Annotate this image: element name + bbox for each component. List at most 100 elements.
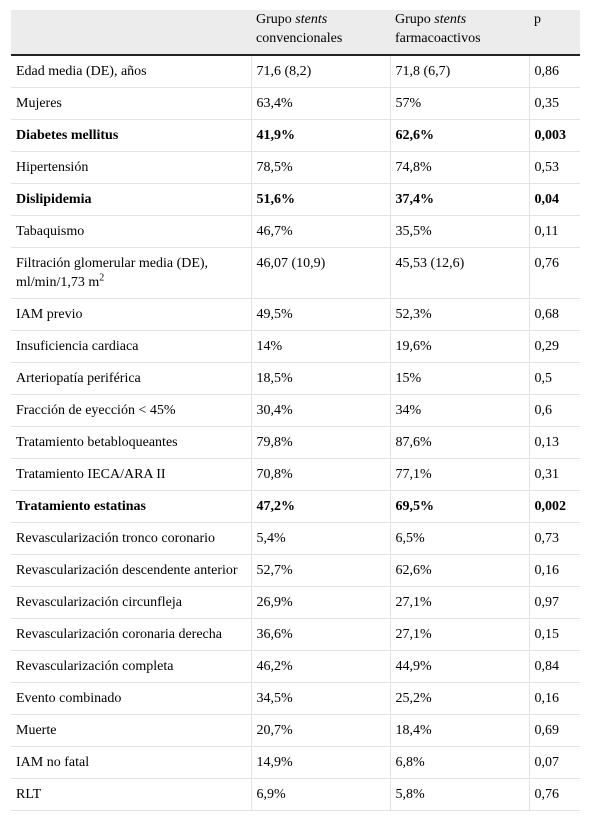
p-value: 0,31: [529, 458, 580, 491]
table-body: Edad media (DE), años 71,6 (8,2) 71,8 (6,7…: [11, 55, 580, 811]
row-label: Tratamiento betabloqueantes: [11, 426, 252, 459]
drug-eluting-value: 74,8%: [390, 151, 530, 184]
drug-eluting-value: 45,53 (12,6): [390, 247, 530, 299]
p-value: 0,04: [529, 183, 580, 216]
row-label: Hipertensión: [11, 151, 252, 184]
table-row: Fracción de eyección < 45% 30,4% 34% 0,6: [11, 394, 580, 427]
drug-eluting-value: 35,5%: [390, 215, 530, 248]
table-row: Insuficiencia cardiaca 14% 19,6% 0,29: [11, 330, 580, 363]
header-conventional-line1: Grupo stents: [256, 12, 328, 27]
p-value: 0,68: [529, 298, 580, 331]
p-value: 0,29: [529, 330, 580, 363]
header-p-value: p: [529, 10, 580, 56]
p-value: 0,6: [529, 394, 580, 427]
row-label: Revascularización tronco coronario: [11, 522, 252, 555]
conventional-value: 14,9%: [251, 746, 391, 779]
table-row: Tratamiento betabloqueantes 79,8% 87,6% 0,1…: [11, 426, 580, 459]
drug-eluting-value: 87,6%: [390, 426, 530, 459]
table-row: Muerte 20,7% 18,4% 0,69: [11, 714, 580, 747]
table-row: Edad media (DE), años 71,6 (8,2) 71,8 (6,7…: [11, 55, 580, 88]
table-header: Grupo stents convencionales Grupo stents…: [11, 10, 580, 56]
conventional-value: 71,6 (8,2): [251, 55, 391, 88]
row-label: Insuficiencia cardiaca: [11, 330, 252, 363]
drug-eluting-value: 52,3%: [390, 298, 530, 331]
row-label: Edad media (DE), años: [11, 55, 252, 88]
p-value: 0,002: [529, 490, 580, 523]
conventional-value: 41,9%: [251, 119, 391, 152]
header-drug-eluting-line2: farmacoactivos: [395, 31, 481, 46]
row-label: Tabaquismo: [11, 215, 252, 248]
conventional-value: 30,4%: [251, 394, 391, 427]
drug-eluting-value: 44,9%: [390, 650, 530, 683]
p-value: 0,84: [529, 650, 580, 683]
table-row: Filtración glomerular media (DE), ml/min…: [11, 247, 580, 299]
conventional-value: 79,8%: [251, 426, 391, 459]
drug-eluting-value: 77,1%: [390, 458, 530, 491]
header-variable: [11, 10, 251, 56]
p-value: 0,13: [529, 426, 580, 459]
table-row: IAM previo 49,5% 52,3% 0,68: [11, 298, 580, 331]
table-row: Mujeres 63,4% 57% 0,35: [11, 87, 580, 120]
table-row: IAM no fatal 14,9% 6,8% 0,07: [11, 746, 580, 779]
header-drug-eluting-line1: Grupo stents: [395, 12, 467, 27]
drug-eluting-value: 6,8%: [390, 746, 530, 779]
row-label: Dislipidemia: [11, 183, 252, 216]
p-value: 0,16: [529, 682, 580, 715]
header-drug-eluting: Grupo stents farmacoactivos: [390, 10, 529, 56]
table-row: Hipertensión 78,5% 74,8% 0,53: [11, 151, 580, 184]
conventional-value: 46,2%: [251, 650, 391, 683]
conventional-value: 70,8%: [251, 458, 391, 491]
table-row: RLT 6,9% 5,8% 0,76: [11, 778, 580, 811]
drug-eluting-value: 6,5%: [390, 522, 530, 555]
conventional-value: 63,4%: [251, 87, 391, 120]
row-label: Revascularización completa: [11, 650, 252, 683]
drug-eluting-value: 57%: [390, 87, 530, 120]
row-label: IAM previo: [11, 298, 252, 331]
table-row: Evento combinado 34,5% 25,2% 0,16: [11, 682, 580, 715]
conventional-value: 46,7%: [251, 215, 391, 248]
table-row: Revascularización tronco coronario 5,4% 6,…: [11, 522, 580, 555]
table-row: Tratamiento IECA/ARA II 70,8% 77,1% 0,31: [11, 458, 580, 491]
row-label: Tratamiento estatinas: [11, 490, 252, 523]
conventional-value: 20,7%: [251, 714, 391, 747]
conventional-value: 5,4%: [251, 522, 391, 555]
conventional-value: 49,5%: [251, 298, 391, 331]
row-label: RLT: [11, 778, 252, 811]
conventional-value: 6,9%: [251, 778, 391, 811]
drug-eluting-value: 5,8%: [390, 778, 530, 811]
row-label: Evento combinado: [11, 682, 252, 715]
drug-eluting-value: 25,2%: [390, 682, 530, 715]
conventional-value: 47,2%: [251, 490, 391, 523]
comparison-table: Grupo stents convencionales Grupo stents…: [11, 10, 580, 811]
table-row: Arteriopatía periférica 18,5% 15% 0,5: [11, 362, 580, 395]
drug-eluting-value: 15%: [390, 362, 530, 395]
conventional-value: 34,5%: [251, 682, 391, 715]
p-value: 0,76: [529, 778, 580, 811]
p-value: 0,53: [529, 151, 580, 184]
conventional-value: 51,6%: [251, 183, 391, 216]
drug-eluting-value: 71,8 (6,7): [390, 55, 530, 88]
table-row: Revascularización descendente anterior 52…: [11, 554, 580, 587]
p-value: 0,07: [529, 746, 580, 779]
row-label: Filtración glomerular media (DE), ml/min…: [11, 247, 252, 299]
drug-eluting-value: 27,1%: [390, 586, 530, 619]
p-value: 0,73: [529, 522, 580, 555]
p-value: 0,69: [529, 714, 580, 747]
p-value: 0,5: [529, 362, 580, 395]
conventional-value: 18,5%: [251, 362, 391, 395]
table-row: Dislipidemia 51,6% 37,4% 0,04: [11, 183, 580, 216]
table-row: Tratamiento estatinas 47,2% 69,5% 0,002: [11, 490, 580, 523]
row-label: Revascularización coronaria derecha: [11, 618, 252, 651]
header-conventional-line2: convencionales: [256, 31, 343, 46]
row-label: Arteriopatía periférica: [11, 362, 252, 395]
row-label: Revascularización descendente anterior: [11, 554, 252, 587]
drug-eluting-value: 37,4%: [390, 183, 530, 216]
table-row: Revascularización circunfleja 26,9% 27,1% 0…: [11, 586, 580, 619]
drug-eluting-value: 18,4%: [390, 714, 530, 747]
drug-eluting-value: 62,6%: [390, 119, 530, 152]
row-label: Tratamiento IECA/ARA II: [11, 458, 252, 491]
conventional-value: 46,07 (10,9): [251, 247, 391, 299]
drug-eluting-value: 62,6%: [390, 554, 530, 587]
drug-eluting-value: 34%: [390, 394, 530, 427]
